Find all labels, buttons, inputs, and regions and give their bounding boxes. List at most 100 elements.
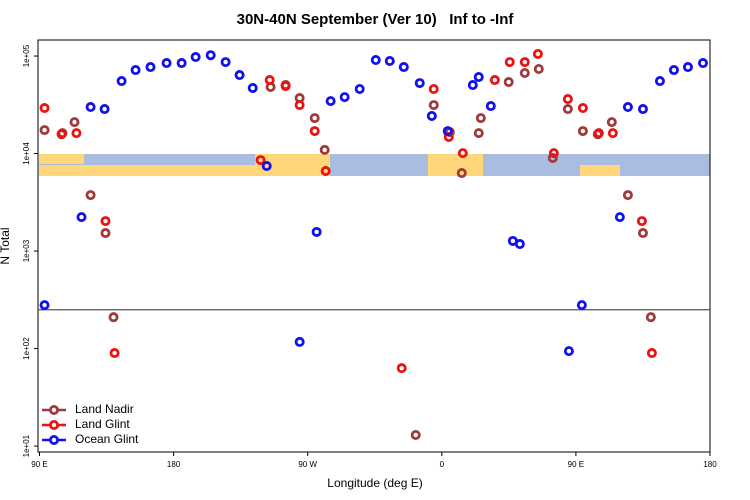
point xyxy=(636,216,647,227)
point xyxy=(485,101,496,112)
y-axis-label: N Total xyxy=(0,227,12,264)
point xyxy=(39,125,50,136)
point xyxy=(108,312,119,323)
point xyxy=(654,76,665,87)
point xyxy=(614,212,625,223)
point xyxy=(99,104,110,115)
y-tick-label: 1e+04 xyxy=(22,142,31,165)
point xyxy=(370,55,381,66)
point xyxy=(426,110,437,121)
x-axis-label: Longitude (deg E) xyxy=(327,476,422,490)
x-tick-label: 90 W xyxy=(298,460,317,469)
point xyxy=(176,58,187,69)
legend-label: Land Glint xyxy=(75,417,130,431)
point xyxy=(504,57,515,68)
point xyxy=(606,117,617,128)
point xyxy=(622,190,633,201)
point xyxy=(532,48,543,59)
point xyxy=(637,228,648,239)
land-band xyxy=(39,154,84,164)
point xyxy=(593,128,604,139)
point xyxy=(85,190,96,201)
point xyxy=(533,64,544,75)
legend-label: Ocean Glint xyxy=(75,432,139,446)
point xyxy=(682,62,693,73)
point xyxy=(503,77,514,88)
point xyxy=(100,216,111,227)
point xyxy=(264,75,275,86)
plot-frame xyxy=(37,39,711,453)
land-band xyxy=(580,165,620,176)
point xyxy=(637,104,648,115)
point xyxy=(467,80,478,91)
y-tick-label: 1e+03 xyxy=(22,239,31,262)
point xyxy=(548,148,559,159)
point xyxy=(428,84,439,95)
x-tick-label: 90 E xyxy=(568,460,584,469)
point xyxy=(473,72,484,83)
legend-swatch-marker xyxy=(49,419,60,430)
y-tick-label: 1e+05 xyxy=(22,44,31,67)
x-tick-label: 0 xyxy=(440,460,445,469)
point xyxy=(255,155,266,166)
point xyxy=(294,100,305,111)
point xyxy=(563,346,574,357)
x-tick-label: 90 E xyxy=(31,460,47,469)
legend-swatch-marker xyxy=(49,434,60,445)
point xyxy=(562,94,573,105)
point xyxy=(76,212,87,223)
point xyxy=(428,100,439,111)
land-band xyxy=(39,165,329,176)
point xyxy=(398,62,409,73)
point xyxy=(547,153,558,164)
point xyxy=(190,52,201,63)
point xyxy=(39,300,50,311)
point xyxy=(410,429,421,440)
point xyxy=(645,312,656,323)
point xyxy=(457,148,468,159)
point xyxy=(71,128,82,139)
land-band xyxy=(255,154,330,176)
point xyxy=(576,300,587,311)
point xyxy=(384,56,395,67)
point xyxy=(519,67,530,78)
point xyxy=(39,103,50,114)
point xyxy=(577,126,588,137)
y-tick-label: 1e+02 xyxy=(22,337,31,360)
point xyxy=(109,348,120,359)
point xyxy=(456,168,467,179)
point xyxy=(577,103,588,114)
point xyxy=(514,239,525,250)
point xyxy=(562,104,573,115)
point xyxy=(414,78,425,89)
legend-swatch-marker xyxy=(49,404,60,415)
point xyxy=(261,161,272,172)
map-strip xyxy=(39,154,710,176)
point xyxy=(354,84,365,95)
point xyxy=(309,113,320,124)
point xyxy=(607,128,618,139)
x-tick-label: 180 xyxy=(167,460,181,469)
point xyxy=(311,226,322,237)
y-tick-label: 1e+01 xyxy=(22,434,31,457)
point xyxy=(69,117,80,128)
x-tick-label: 180 xyxy=(703,460,717,469)
point xyxy=(473,128,484,139)
point xyxy=(294,336,305,347)
point xyxy=(697,58,708,69)
point xyxy=(205,50,216,61)
point xyxy=(475,113,486,124)
point xyxy=(116,76,127,87)
point xyxy=(489,75,500,86)
land-band xyxy=(428,154,483,176)
point xyxy=(85,102,96,113)
legend-label: Land Nadir xyxy=(75,402,134,416)
point xyxy=(646,348,657,359)
point xyxy=(320,166,331,177)
point xyxy=(325,96,336,107)
point xyxy=(130,65,141,76)
point xyxy=(668,65,679,76)
point xyxy=(339,92,350,103)
point xyxy=(396,363,407,374)
